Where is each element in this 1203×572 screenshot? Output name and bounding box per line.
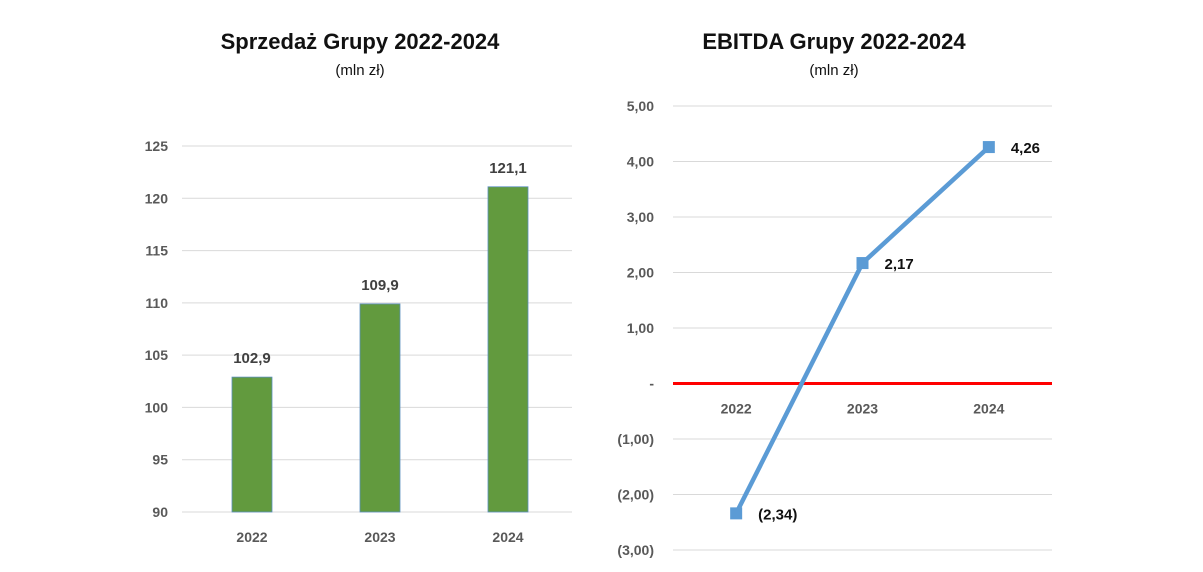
x-tick-label: 2023 xyxy=(364,529,395,545)
y-tick-label: (1,00) xyxy=(617,431,654,447)
data-label: 4,26 xyxy=(1011,140,1040,157)
bar xyxy=(359,303,401,513)
y-tick-label: 120 xyxy=(145,190,169,206)
ebitda-chart-title: EBITDA Grupy 2022-2024 xyxy=(702,29,966,54)
data-label: 121,1 xyxy=(489,160,527,177)
bar xyxy=(231,376,273,513)
y-tick-label: 3,00 xyxy=(627,209,654,225)
ebitda-chart-panel: EBITDA Grupy 2022-2024 (mln zł) (3,00) (2… xyxy=(600,0,1203,572)
data-label: 102,9 xyxy=(233,350,271,367)
data-point-marker xyxy=(730,507,743,520)
x-tick-label: 2022 xyxy=(721,401,752,417)
y-tick-label: - xyxy=(649,376,654,392)
data-point-marker xyxy=(856,257,869,270)
x-tick-label: 2024 xyxy=(973,401,1004,417)
sales-chart-title: Sprzedaż Grupy 2022-2024 xyxy=(220,29,500,54)
y-tick-label: 90 xyxy=(152,504,168,520)
x-tick-label: 2024 xyxy=(492,529,523,545)
ebitda-series-line xyxy=(734,145,991,515)
y-tick-label: 5,00 xyxy=(627,98,654,114)
sales-chart-subtitle: (mln zł) xyxy=(335,62,385,79)
data-label: 2,17 xyxy=(885,256,914,273)
y-tick-label: 2,00 xyxy=(627,265,654,281)
ebitda-chart-subtitle: (mln zł) xyxy=(809,62,859,79)
y-tick-label: 115 xyxy=(145,243,168,259)
y-tick-label: 125 xyxy=(145,138,169,154)
y-tick-label: (3,00) xyxy=(617,542,654,558)
y-tick-label: 95 xyxy=(152,452,168,468)
x-tick-label: 2023 xyxy=(847,401,878,417)
y-tick-label: (2,00) xyxy=(617,487,654,503)
sales-chart-panel: Sprzedaż Grupy 2022-2024 (mln zł) 90 95 10… xyxy=(0,0,600,572)
bar xyxy=(487,186,529,513)
data-label: 109,9 xyxy=(361,277,399,294)
y-tick-label: 100 xyxy=(145,399,169,415)
data-label: (2,34) xyxy=(758,506,797,523)
y-tick-label: 110 xyxy=(145,295,168,311)
y-tick-label: 1,00 xyxy=(627,320,654,336)
x-tick-label: 2022 xyxy=(236,529,267,545)
data-point-marker xyxy=(982,141,995,154)
y-tick-label: 4,00 xyxy=(627,154,654,170)
sales-bar-chart: 90 95 100 105 110 115 120 125 102,9 2022 109,9 2023… xyxy=(145,138,572,545)
y-tick-label: 105 xyxy=(145,347,169,363)
ebitda-line-chart: (3,00) (2,00) (1,00) - 1,00 2,00 3,00 4,00 5,00 2… xyxy=(617,98,1052,558)
